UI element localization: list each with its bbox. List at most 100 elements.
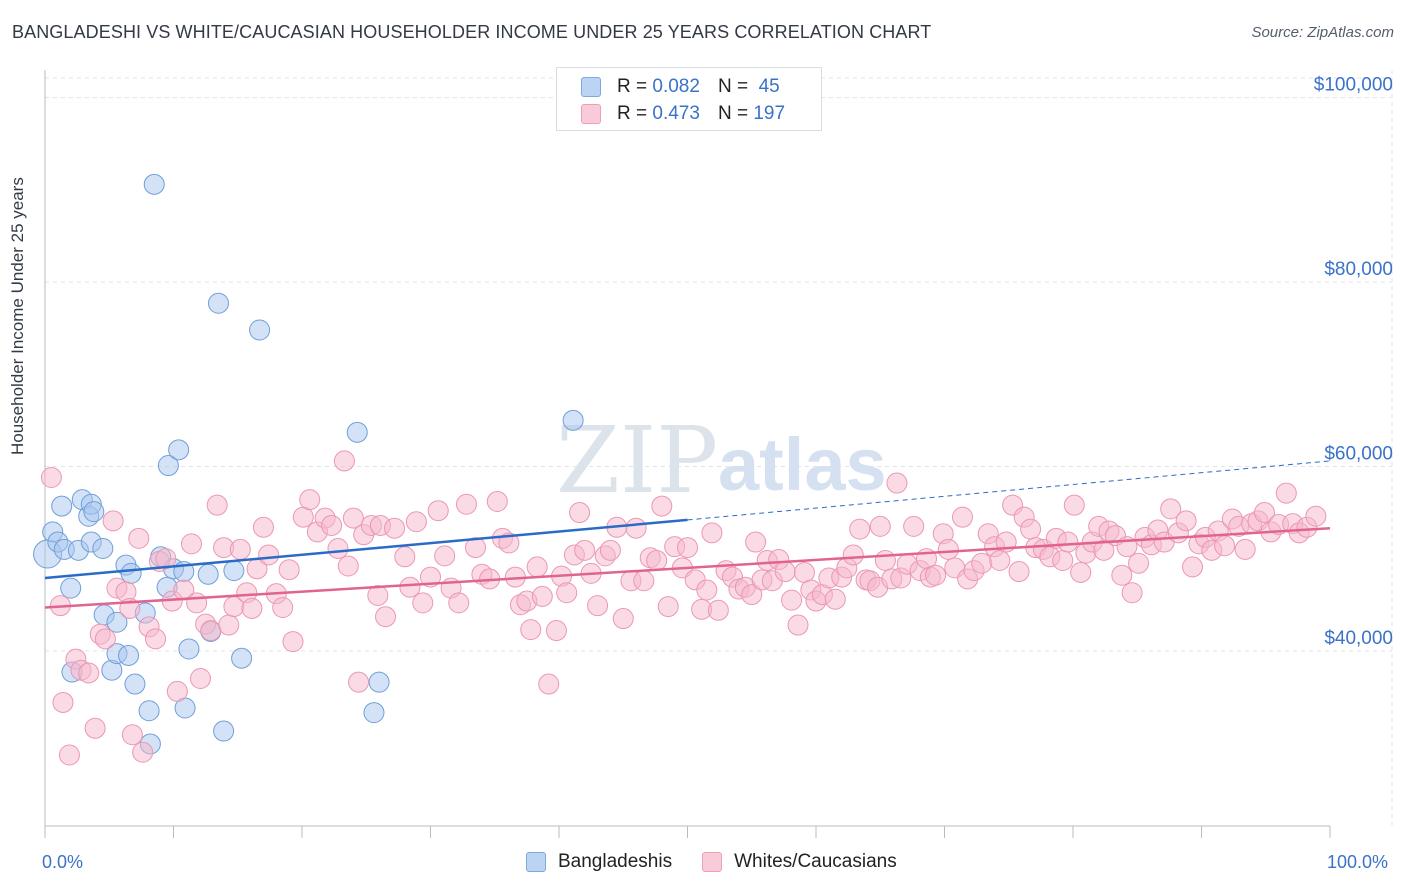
data-point: [545, 620, 567, 642]
data-point: [394, 546, 416, 568]
data-point: [206, 494, 228, 516]
data-point: [367, 585, 389, 607]
data-point: [102, 510, 124, 532]
watermark-atlas: atlas: [718, 423, 887, 506]
data-point: [241, 597, 263, 619]
data-point: [60, 577, 82, 599]
data-point: [625, 517, 647, 539]
data-point: [412, 592, 434, 614]
data-point: [189, 667, 211, 689]
n-value: 197: [753, 103, 786, 124]
data-point: [574, 539, 596, 561]
n-label: N =: [717, 76, 749, 97]
data-point: [84, 717, 106, 739]
data-point: [258, 544, 280, 566]
correlation-legend: R = 0.082 N = 45 R = 0.473 N = 197: [556, 67, 822, 131]
data-point: [824, 588, 846, 610]
data-point: [178, 638, 200, 660]
data-point: [1253, 502, 1275, 524]
axes: [44, 70, 1331, 838]
trend-line-whites: [44, 526, 1331, 609]
trend-line-bangladeshis: [44, 518, 688, 580]
data-point: [321, 514, 343, 536]
data-point: [434, 545, 456, 567]
data-point: [249, 319, 271, 341]
data-point: [166, 680, 188, 702]
series-whites: [40, 450, 1327, 766]
data-point: [741, 584, 763, 606]
data-point: [51, 495, 73, 517]
data-point: [143, 173, 165, 195]
data-point: [333, 450, 355, 472]
legend-swatch-pink: [702, 852, 723, 872]
data-point: [145, 628, 167, 650]
data-points: [33, 173, 1327, 766]
data-point: [464, 537, 486, 559]
data-point: [106, 611, 128, 633]
data-point: [1182, 556, 1204, 578]
y-tick-label: $60,000: [1324, 443, 1393, 464]
legend-row-whites: R = 0.473 N = 197: [581, 101, 785, 127]
data-point: [58, 744, 80, 766]
data-point: [218, 614, 240, 636]
data-point: [1008, 561, 1030, 583]
data-point: [531, 585, 553, 607]
data-point: [1093, 539, 1115, 561]
watermark-zip: ZIP: [556, 407, 718, 514]
legend-label: Bangladeshis: [558, 851, 673, 872]
data-point: [1111, 564, 1133, 586]
data-point: [213, 720, 235, 742]
data-point: [587, 595, 609, 617]
legend-item-bangladeshis[interactable]: Bangladeshis: [526, 851, 672, 873]
data-point: [787, 614, 809, 636]
data-point: [937, 538, 959, 560]
data-point: [282, 631, 304, 653]
data-point: [348, 671, 370, 693]
r-value: 0.473: [652, 103, 700, 124]
data-point: [337, 555, 359, 577]
data-point: [92, 537, 114, 559]
data-point: [78, 662, 100, 684]
r-label: R =: [617, 76, 648, 97]
data-point: [599, 539, 621, 561]
data-point: [1175, 510, 1197, 532]
data-point: [1234, 538, 1256, 560]
data-point: [1063, 494, 1085, 516]
data-point: [1128, 552, 1150, 574]
data-point: [1305, 505, 1327, 527]
legend-item-whites[interactable]: Whites/Caucasians: [702, 851, 897, 873]
y-tick-label: $40,000: [1324, 628, 1393, 649]
data-point: [223, 560, 245, 582]
data-point: [405, 511, 427, 533]
data-point: [657, 596, 679, 618]
data-point: [886, 472, 908, 494]
data-point: [646, 549, 668, 571]
data-point: [874, 549, 896, 571]
data-point: [197, 563, 219, 585]
data-point: [701, 522, 723, 544]
data-point: [849, 518, 871, 540]
data-point: [124, 673, 146, 695]
data-point: [118, 644, 140, 666]
y-tick-label: $100,000: [1314, 75, 1393, 96]
data-point: [486, 490, 508, 512]
series-bangladeshis: [33, 173, 584, 755]
data-point: [138, 700, 160, 722]
data-point: [1121, 582, 1143, 604]
data-point: [569, 502, 591, 524]
data-point: [538, 673, 560, 695]
data-point: [180, 533, 202, 555]
data-point: [971, 552, 993, 574]
data-point: [612, 608, 634, 630]
legend-swatch-blue: [526, 852, 546, 872]
data-point: [633, 570, 655, 592]
legend-swatch-pink: [581, 104, 601, 124]
data-point: [696, 579, 718, 601]
data-point: [745, 531, 767, 553]
data-point: [1070, 561, 1092, 583]
data-point: [292, 506, 314, 528]
data-point: [94, 628, 116, 650]
data-point: [677, 537, 698, 559]
data-point: [52, 691, 74, 713]
